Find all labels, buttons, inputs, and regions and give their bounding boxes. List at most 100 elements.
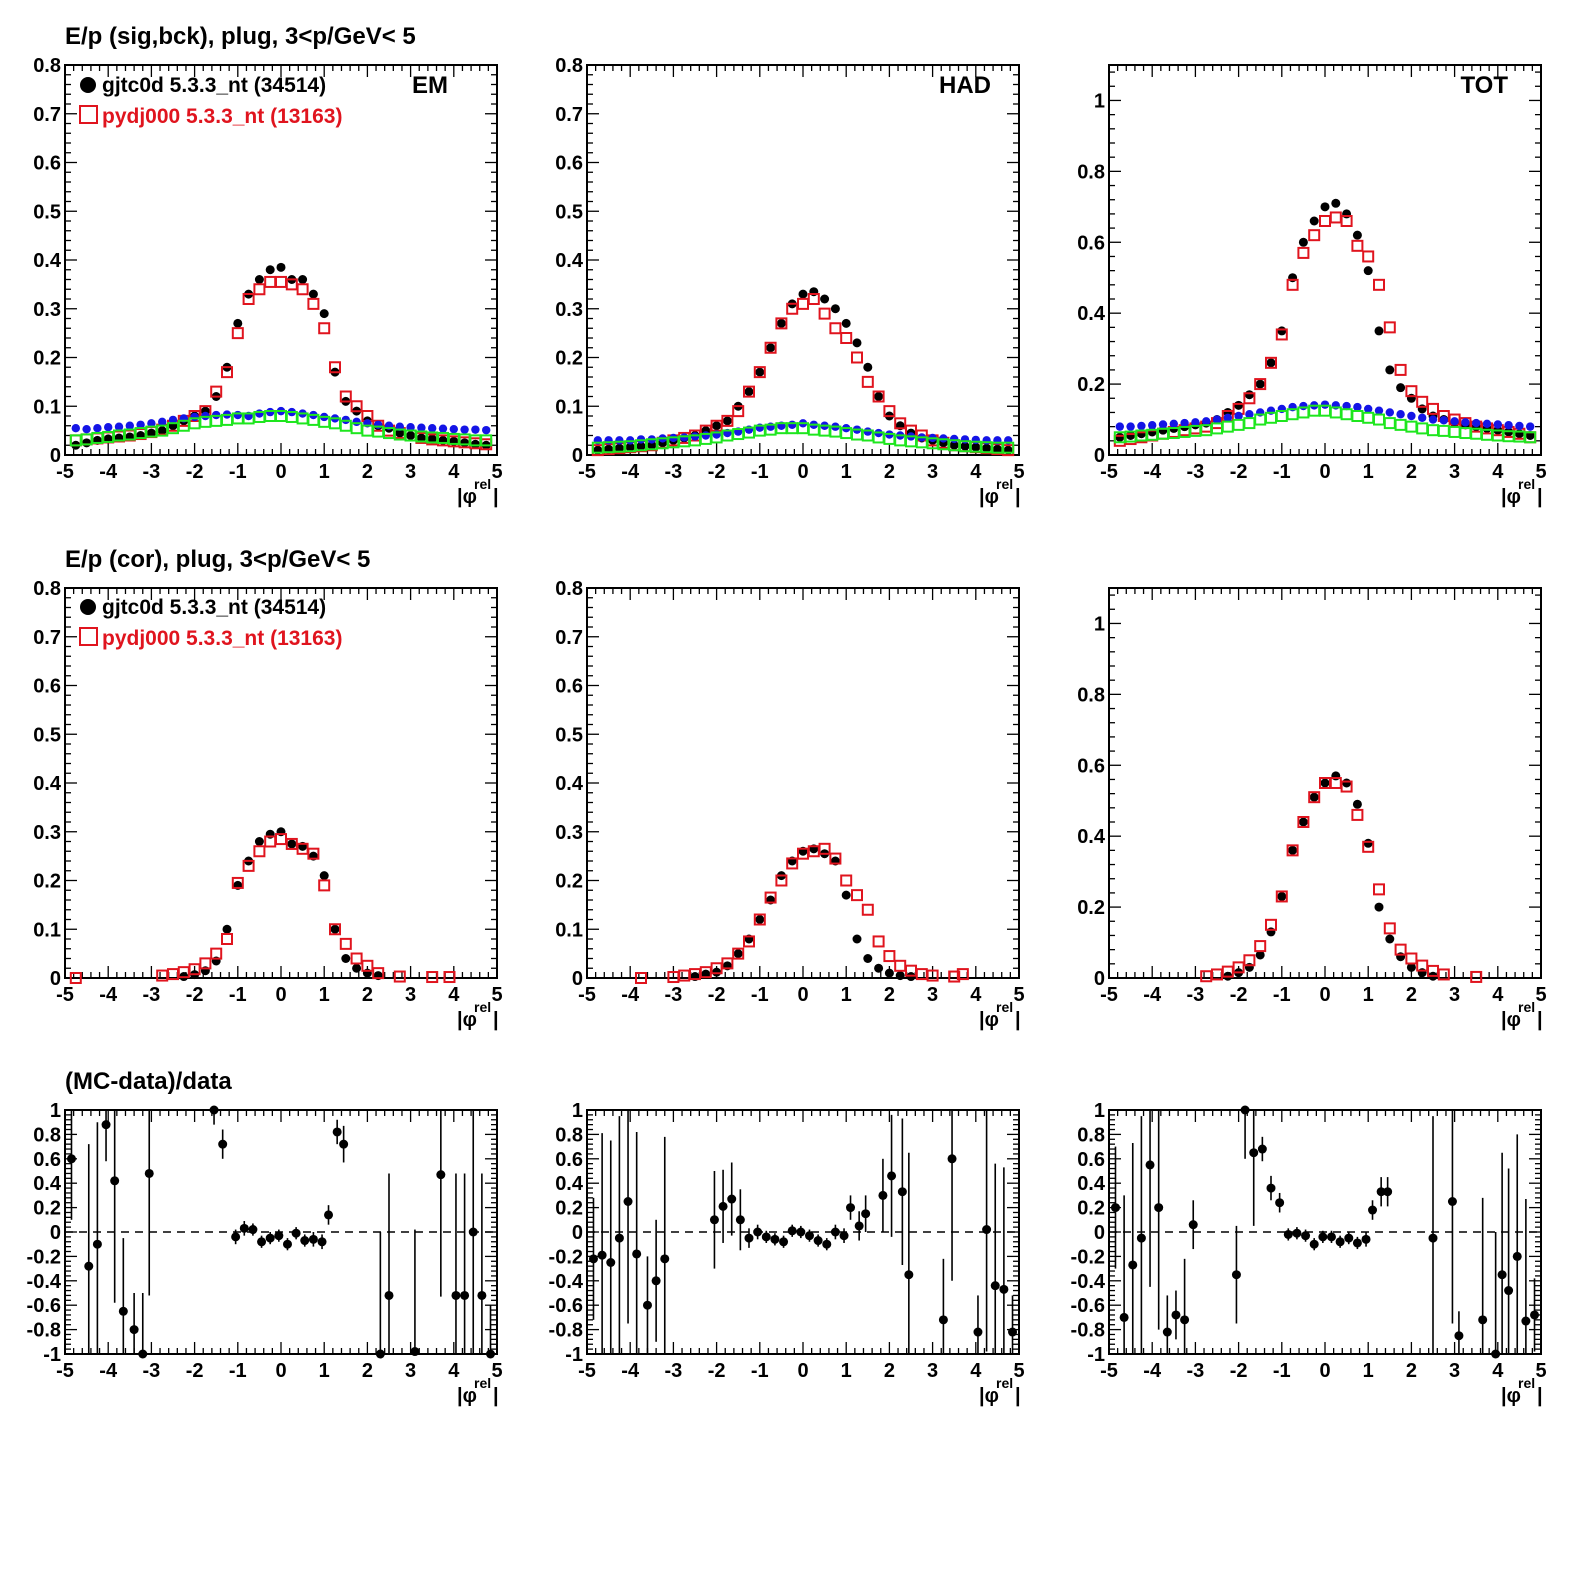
y-tick-label: 0 <box>1094 445 1105 467</box>
y-tick-label: 0.5 <box>555 201 583 223</box>
data-point <box>319 871 329 881</box>
data-point <box>1351 239 1364 252</box>
data-point <box>1266 1183 1276 1193</box>
y-tick-label: 0.4 <box>1077 826 1106 848</box>
data-point <box>210 947 223 960</box>
y-tick-label: -0.6 <box>1071 1295 1105 1317</box>
data-point <box>1342 401 1351 411</box>
data-point <box>482 425 491 435</box>
x-tick-label: 2 <box>884 984 895 1006</box>
data-point <box>1223 413 1233 422</box>
data-point <box>157 426 167 436</box>
data-point <box>840 332 853 344</box>
data-point <box>199 957 212 970</box>
data-point <box>1416 422 1429 435</box>
data-point <box>1407 411 1416 421</box>
y-tick-label: 0.3 <box>33 822 61 844</box>
data-point <box>851 351 863 364</box>
data-point <box>221 366 233 379</box>
data-point <box>1275 328 1288 341</box>
data-point <box>743 385 755 398</box>
data-point <box>438 424 448 433</box>
data-point <box>239 1223 249 1233</box>
data-point <box>287 839 297 849</box>
data-point <box>718 1201 728 1211</box>
y-tick-label: 1 <box>1094 613 1105 635</box>
x-tick-label: -1 <box>751 1360 769 1382</box>
data-point <box>712 421 722 431</box>
x-tick-label: -2 <box>1230 1360 1248 1382</box>
x-tick-label: -3 <box>143 461 161 483</box>
data-point <box>1180 1315 1190 1325</box>
x-axis-label: |φ <box>979 1385 999 1407</box>
data-point <box>480 434 493 447</box>
data-point <box>779 1237 789 1247</box>
x-tick-label: -2 <box>1230 461 1248 483</box>
data-point <box>436 1170 446 1180</box>
data-point <box>614 443 624 453</box>
x-tick-label: 3 <box>1449 984 1460 1006</box>
y-tick-label: 0 <box>50 1222 61 1244</box>
data-point <box>1363 838 1373 848</box>
data-point <box>395 428 405 438</box>
y-tick-label: 0.4 <box>33 773 62 795</box>
data-point <box>1352 1238 1362 1248</box>
x-axis-label-sup: rel <box>474 476 491 492</box>
x-axis-label-close: | <box>493 1009 499 1031</box>
data-point <box>350 400 363 413</box>
data-point <box>339 390 352 403</box>
x-tick-label: -3 <box>665 1360 683 1382</box>
data-point <box>209 1105 219 1115</box>
data-point <box>804 1231 814 1241</box>
x-tick-label: -1 <box>229 461 247 483</box>
data-point <box>807 293 820 305</box>
x-tick-label: 1 <box>841 984 852 1006</box>
data-point <box>897 1187 907 1197</box>
x-axis-label-close: | <box>493 486 499 508</box>
data-point <box>1297 816 1310 828</box>
data-point <box>787 1226 797 1236</box>
data-point <box>266 407 275 417</box>
x-tick-label: 2 <box>884 1360 895 1382</box>
y-tick-label: 1 <box>1094 90 1105 112</box>
data-point <box>254 275 264 284</box>
x-tick-label: 3 <box>1449 461 1460 483</box>
data-point <box>1257 1144 1267 1154</box>
data-point <box>701 431 710 440</box>
data-point <box>1352 230 1362 240</box>
data-point <box>1200 970 1213 983</box>
x-tick-label: 4 <box>448 1360 460 1382</box>
data-point <box>839 1231 849 1241</box>
x-tick-label: -4 <box>621 1360 640 1382</box>
data-point <box>1454 1331 1464 1341</box>
y-tick-label: 1 <box>50 1100 61 1122</box>
y-tick-label: 0.2 <box>1077 897 1105 919</box>
x-tick-label: 3 <box>927 461 938 483</box>
data-point <box>1340 408 1353 421</box>
x-tick-label: 3 <box>405 461 416 483</box>
data-point <box>1396 383 1406 393</box>
data-point <box>1169 419 1179 428</box>
data-point <box>416 433 426 443</box>
data-point <box>71 423 81 433</box>
data-point <box>851 889 863 902</box>
data-point <box>1405 420 1418 433</box>
y-tick-label: 0.1 <box>555 396 583 418</box>
data-point <box>168 415 178 425</box>
data-point <box>1478 1315 1488 1325</box>
data-point <box>874 963 884 973</box>
data-point <box>1428 1233 1438 1243</box>
x-tick-label: -4 <box>621 984 640 1006</box>
data-point <box>830 1227 840 1237</box>
data-point <box>829 322 842 335</box>
data-point <box>318 879 331 892</box>
y-tick-label: 0.8 <box>33 578 61 600</box>
data-point <box>1394 418 1407 431</box>
data-point <box>298 275 308 284</box>
legend-middle-row: gjtc0d 5.3.3_nt (34514) pydj000 5.3.3_nt… <box>79 596 342 650</box>
x-tick-label: -3 <box>1187 984 1205 1006</box>
data-point <box>761 1232 771 1242</box>
x-tick-label: 4 <box>970 461 982 483</box>
data-point <box>1318 1232 1328 1242</box>
data-point <box>1385 934 1395 944</box>
